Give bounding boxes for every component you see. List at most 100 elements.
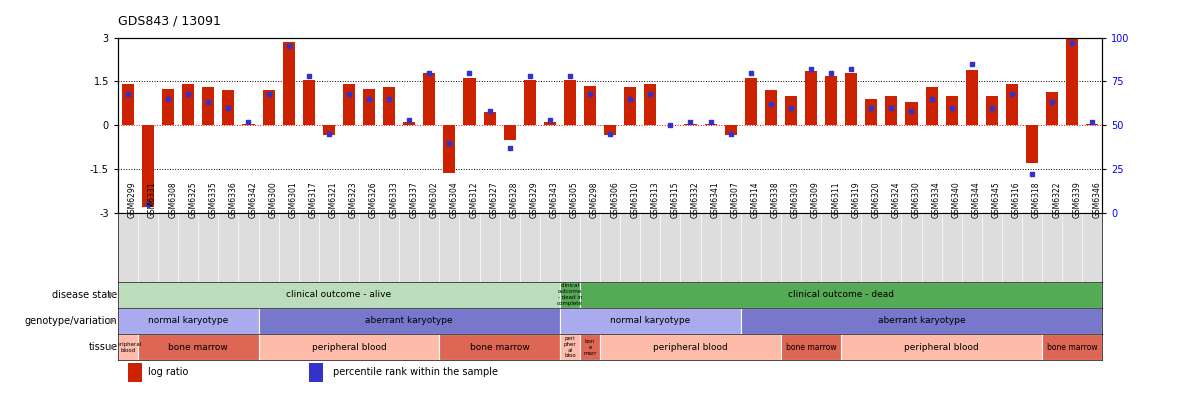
Point [822, 69, 841, 76]
Bar [263, 90, 275, 125]
Text: clinical outcome - dead: clinical outcome - dead [789, 290, 894, 299]
Bar [1046, 91, 1059, 125]
Point [702, 118, 720, 125]
Point [179, 91, 198, 97]
Text: normal karyotype: normal karyotype [611, 316, 691, 326]
Bar [463, 78, 475, 125]
Bar [343, 84, 355, 125]
Text: GSM6308: GSM6308 [169, 182, 177, 218]
Point [942, 105, 961, 111]
Text: peri
pher
al
bloo: peri pher al bloo [564, 336, 577, 358]
Bar [705, 124, 717, 125]
Text: aberrant karyotype: aberrant karyotype [365, 316, 453, 326]
Bar [725, 125, 737, 135]
Point [279, 43, 298, 50]
Bar [243, 124, 255, 125]
Text: GSM6300: GSM6300 [269, 181, 277, 218]
Bar [584, 86, 597, 125]
Point [159, 96, 178, 102]
Text: GSM6320: GSM6320 [871, 182, 881, 218]
Text: GSM6327: GSM6327 [489, 182, 499, 218]
Bar [1086, 124, 1099, 125]
Text: GSM6331: GSM6331 [149, 182, 157, 218]
Text: GSM6322: GSM6322 [1052, 182, 1061, 218]
Text: GSM6337: GSM6337 [409, 181, 419, 218]
Text: GSM6339: GSM6339 [1072, 181, 1081, 218]
Text: aberrant karyotype: aberrant karyotype [877, 316, 966, 326]
Bar [121, 84, 134, 125]
Point [621, 96, 640, 102]
Text: GSM6314: GSM6314 [751, 182, 759, 218]
Text: GSM6311: GSM6311 [831, 182, 841, 218]
Point [480, 108, 499, 114]
Point [380, 96, 399, 102]
Bar [363, 89, 375, 125]
Point [922, 96, 941, 102]
Text: GSM6321: GSM6321 [329, 182, 338, 218]
Text: GSM6307: GSM6307 [731, 181, 739, 218]
Bar [183, 84, 195, 125]
Text: GSM6334: GSM6334 [931, 181, 941, 218]
Bar [560, 334, 580, 360]
Bar [946, 96, 957, 125]
Bar [138, 334, 258, 360]
Text: normal karyotype: normal karyotype [149, 316, 229, 326]
Point [420, 69, 439, 76]
Text: GSM6317: GSM6317 [309, 182, 318, 218]
Text: GSM6335: GSM6335 [209, 181, 217, 218]
Text: GSM6338: GSM6338 [771, 182, 779, 218]
Bar [841, 334, 1042, 360]
Point [782, 105, 801, 111]
Text: GSM6332: GSM6332 [691, 182, 699, 218]
Bar [1042, 334, 1102, 360]
Bar [323, 125, 335, 135]
Bar [118, 334, 138, 360]
Bar [926, 87, 937, 125]
Text: GSM6324: GSM6324 [891, 182, 901, 218]
Point [139, 201, 158, 207]
Text: GSM6323: GSM6323 [349, 182, 358, 218]
Bar [443, 125, 455, 173]
Text: GSM6319: GSM6319 [851, 182, 861, 218]
Bar [258, 334, 440, 360]
Bar [544, 122, 555, 125]
Point [560, 73, 579, 79]
Bar [1006, 84, 1017, 125]
Text: GSM6343: GSM6343 [549, 181, 559, 218]
Point [299, 73, 318, 79]
Text: clinical outcome - alive: clinical outcome - alive [286, 290, 391, 299]
Bar [129, 363, 141, 382]
Bar [580, 334, 600, 360]
Bar [780, 334, 841, 360]
Text: GSM6346: GSM6346 [1092, 181, 1101, 218]
Point [460, 69, 479, 76]
Bar [118, 282, 560, 308]
Point [199, 99, 218, 106]
Text: GSM6328: GSM6328 [509, 182, 519, 218]
Bar [223, 90, 235, 125]
Text: GSM6329: GSM6329 [529, 182, 539, 218]
Text: peripheral
blood: peripheral blood [114, 342, 143, 352]
Bar [644, 84, 657, 125]
Point [320, 131, 338, 137]
Text: GSM6306: GSM6306 [611, 181, 619, 218]
Text: GSM6341: GSM6341 [711, 182, 719, 218]
Text: GSM6312: GSM6312 [469, 182, 479, 218]
Bar [966, 70, 977, 125]
Point [842, 66, 861, 72]
Text: GSM6325: GSM6325 [189, 182, 197, 218]
Bar [141, 125, 154, 207]
Text: bone marrow: bone marrow [785, 343, 836, 352]
Point [962, 61, 981, 67]
Text: GSM6309: GSM6309 [811, 181, 821, 218]
Text: bone marrow: bone marrow [469, 343, 529, 352]
Text: GSM6330: GSM6330 [911, 181, 921, 218]
Text: GSM6298: GSM6298 [590, 182, 599, 218]
Text: percentile rank within the sample: percentile rank within the sample [332, 367, 498, 377]
Point [722, 131, 740, 137]
Bar [765, 90, 777, 125]
Text: GSM6342: GSM6342 [249, 182, 257, 218]
Point [520, 73, 539, 79]
Bar [624, 87, 637, 125]
Point [239, 118, 258, 125]
